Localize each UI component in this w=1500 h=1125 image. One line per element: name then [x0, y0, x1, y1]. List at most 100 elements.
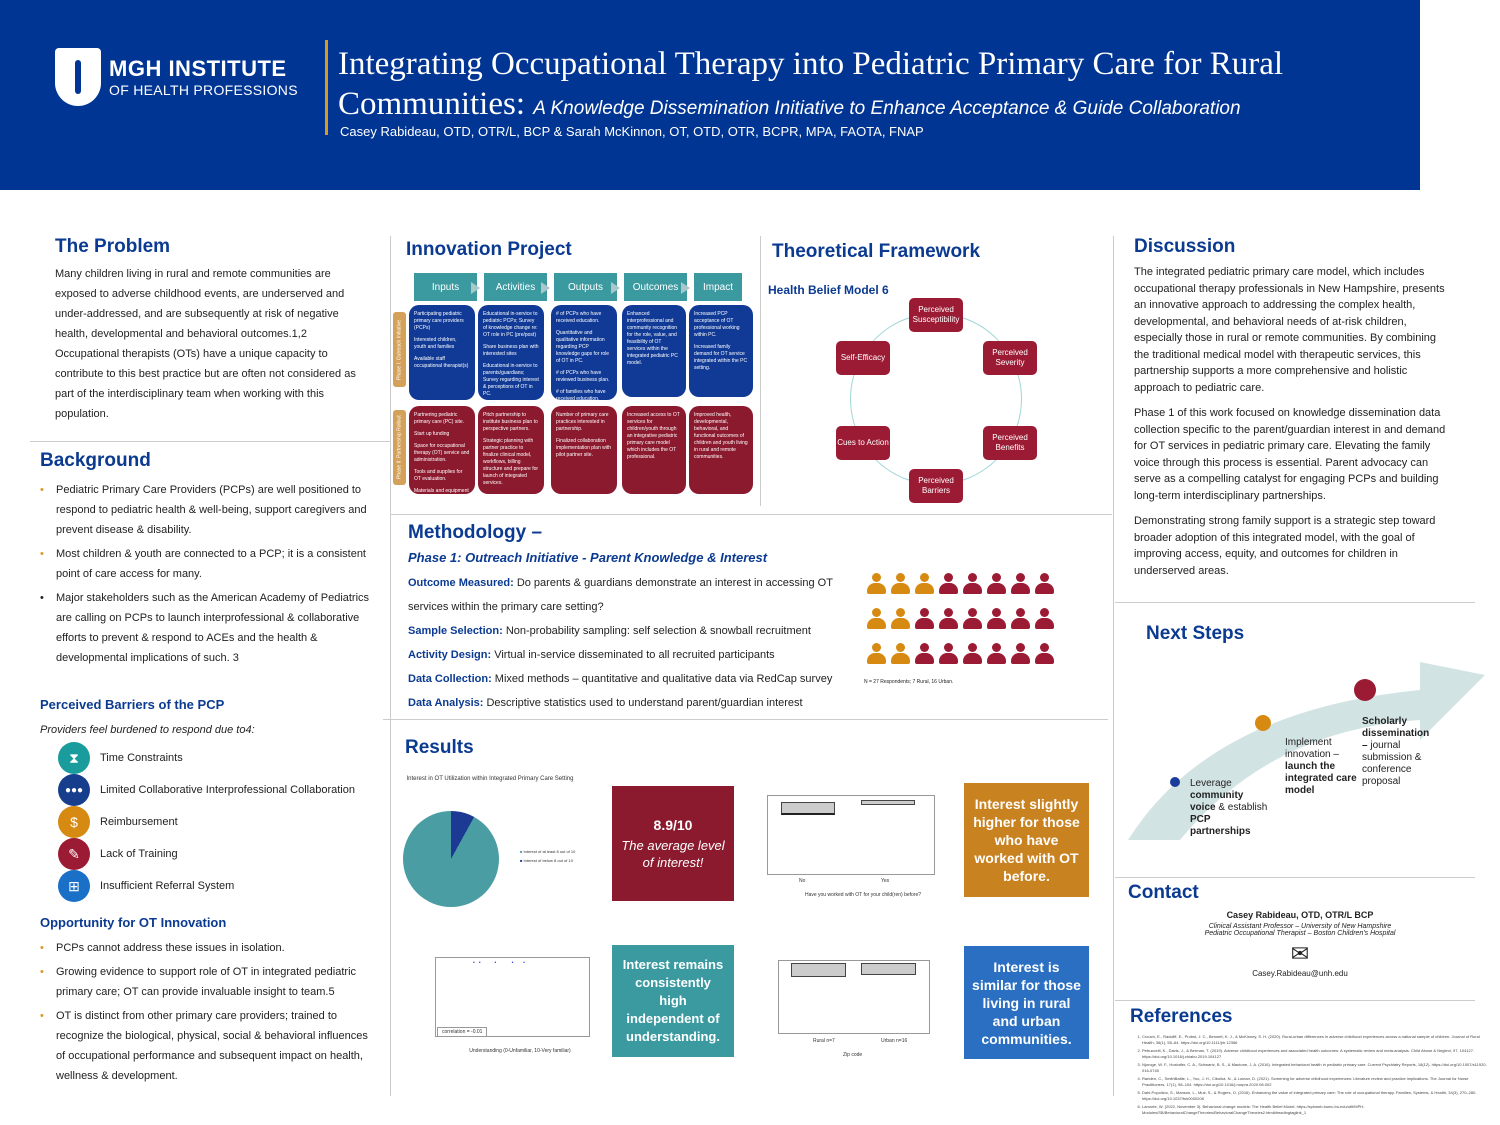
growth-arrow-icon: [1128, 662, 1485, 840]
node-severity: Perceived Severity: [983, 341, 1037, 375]
divider: [30, 441, 390, 442]
person-icon: [937, 607, 959, 631]
phase2-activities-card: Pitch partnership to institute business …: [478, 406, 544, 494]
person-icon: [913, 642, 935, 666]
node-self-efficacy: Self-Efficacy: [836, 341, 890, 375]
person-icon: [1033, 642, 1055, 666]
boxplot-worked-with-ot: Have you worked with OT for your child(r…: [743, 780, 953, 910]
respondent-icons: N = 27 Respondents; 7 Rural, 16 Urban.: [864, 572, 1094, 685]
background-bullet: Major stakeholders such as the American …: [40, 588, 370, 668]
scatter-understanding: correlation = -0.01 Understanding (0-Unf…: [405, 945, 595, 1060]
opportunity-bullet: PCPs cannot address these issues in isol…: [40, 938, 370, 958]
person-icon: [1009, 642, 1031, 666]
contact-role1: Clinical Assistant Professor – Universit…: [1208, 923, 1392, 930]
person-icon: [913, 607, 935, 631]
logo-line1: MGH INSTITUTE: [109, 56, 287, 81]
stat-average-interest: 8.9/10 The average level of interest!: [612, 786, 734, 901]
background-section: Background Pediatric Primary Care Provid…: [40, 450, 370, 672]
reference-item: Dahl-Popolizio, S., Manson, L., Muir, S.…: [1142, 1090, 1490, 1102]
phase1-label: Phase I: Outreach Initiative: [393, 312, 406, 387]
arrow-icon: [611, 282, 620, 294]
node-cues: Cues to Action: [836, 426, 890, 460]
innovation-heading-wrap: Innovation Project: [406, 239, 572, 261]
framework-section: Theoretical Framework: [772, 241, 980, 263]
pie-legend: ■ Interest of at least 8 out of 10 ■ Int…: [520, 849, 576, 863]
person-icon: [985, 642, 1007, 666]
barrier-item: ⊞ Insufficient Referral System: [58, 870, 380, 902]
framework-subheading: Health Belief Model 6: [768, 283, 889, 297]
problem-section: The Problem Many children living in rura…: [55, 236, 360, 424]
barrier-label: Reimbursement: [100, 816, 178, 828]
contact-heading: Contact: [1128, 882, 1199, 903]
references-heading: References: [1130, 1006, 1233, 1027]
barriers-heading: Perceived Barriers of the PCP: [40, 697, 225, 712]
contact-email[interactable]: Casey.Rabideau@unh.edu: [1252, 969, 1348, 978]
title-main: Integrating Occupational Therapy into Pe…: [338, 46, 1284, 122]
person-icon: [889, 607, 911, 631]
node-barriers: Perceived Barriers: [909, 469, 963, 503]
poster-header: MGH INSTITUTE OF HEALTH PROFESSIONS Inte…: [0, 0, 1420, 190]
barrier-label: Limited Collaborative Interprofessional …: [100, 784, 355, 796]
title-subtitle: A Knowledge Dissemination Initiative to …: [533, 98, 1241, 119]
phase1-activities-card: Educational in-service to pediatric PCPs…: [478, 305, 544, 400]
phase1-inputs-card: Participating pediatric primary care pro…: [409, 305, 475, 400]
person-icon: [1033, 607, 1055, 631]
barrier-item: ⧗ Time Constraints: [58, 742, 380, 774]
people-icon: ●●●: [58, 774, 90, 806]
stat-understanding: Interest remains consistently high indep…: [612, 945, 734, 1057]
hourglass-icon: ⧗: [58, 742, 90, 774]
person-icon: [985, 572, 1007, 596]
person-icon: [1033, 572, 1055, 596]
method-row: Activity Design: Virtual in-service diss…: [408, 649, 775, 661]
phase2-outputs-card: Number of primary care practices interes…: [551, 406, 617, 494]
divider: [390, 236, 391, 1096]
stage-inputs: Inputs: [414, 273, 477, 301]
stat-rural-urban: Interest is similar for those living in …: [964, 946, 1089, 1059]
reference-item: Rariden, C., SmithBattle, L., Yoo, J. H.…: [1142, 1076, 1490, 1088]
phase2-inputs-card: Partnering pediatric primary care (PC) s…: [409, 406, 475, 501]
authors: Casey Rabideau, OTD, OTR/L, BCP & Sarah …: [340, 124, 924, 139]
background-heading: Background: [40, 450, 151, 471]
barrier-item: $ Reimbursement: [58, 806, 380, 838]
barrier-label: Lack of Training: [100, 848, 178, 860]
discussion-paragraph: Phase 1 of this work focused on knowledg…: [1134, 407, 1446, 502]
pie-title: Interest in OT Utilization within Integr…: [406, 776, 574, 782]
results-heading: Results: [405, 737, 474, 758]
node-benefits: Perceived Benefits: [983, 426, 1037, 460]
phase2-impact-card: Improved health, developmental, behavior…: [689, 406, 753, 494]
divider: [1115, 877, 1475, 878]
phase1-outputs-card: # of PCPs who have received education. Qu…: [551, 305, 617, 414]
innovation-heading: Innovation Project: [406, 239, 572, 260]
phase2-outcomes-card: Increased access to OT services for chil…: [622, 406, 686, 494]
mgh-logo: MGH INSTITUTE OF HEALTH PROFESSIONS: [55, 48, 298, 106]
methodology-heading: Methodology –: [408, 522, 543, 543]
arrow-icon: [541, 282, 550, 294]
reference-item: Njoroge, W. F., Hostutler, C. A., Schwar…: [1142, 1062, 1490, 1074]
contact-name: Casey Rabideau, OTD, OTR/L BCP: [1226, 910, 1374, 920]
divider: [1115, 602, 1475, 603]
person-icon: [889, 572, 911, 596]
reference-item: Crouch, E., Radcliff, E., Probst, J. C.,…: [1142, 1034, 1490, 1046]
pie: [403, 811, 499, 907]
node-susceptibility: Perceived Susceptibility: [909, 298, 963, 332]
next-step-3: Scholarly dissemination – journal submis…: [1362, 716, 1430, 787]
divider: [760, 236, 761, 506]
next-step-2: Implement innovation – launch the integr…: [1285, 737, 1357, 796]
barriers-intro: Providers feel burdened to respond due t…: [40, 724, 255, 736]
method-row: Outcome Measured: Do parents & guardians…: [408, 577, 833, 613]
envelope-icon: ✉: [1290, 941, 1310, 966]
methodology-phase: Phase 1: Outreach Initiative - Parent Kn…: [408, 550, 768, 565]
next-steps-heading: Next Steps: [1146, 623, 1245, 644]
person-icon: [985, 607, 1007, 631]
framework-heading: Theoretical Framework: [772, 241, 981, 262]
person-icon: [937, 642, 959, 666]
barriers-section: Perceived Barriers of the PCP Providers …: [40, 697, 380, 902]
contact-section: Casey Rabideau, OTD, OTR/L BCP Clinical …: [1130, 910, 1470, 978]
divider: [390, 514, 1112, 515]
person-icon: [865, 607, 887, 631]
discussion-paragraph: Demonstrating strong family support is a…: [1134, 515, 1436, 577]
person-icon: [865, 572, 887, 596]
phase1-impact-card: Increased PCP acceptance of OT professio…: [689, 305, 753, 397]
results-section: Results: [405, 737, 474, 759]
methodology-section: Methodology – Phase 1: Outreach Initiati…: [408, 522, 848, 715]
